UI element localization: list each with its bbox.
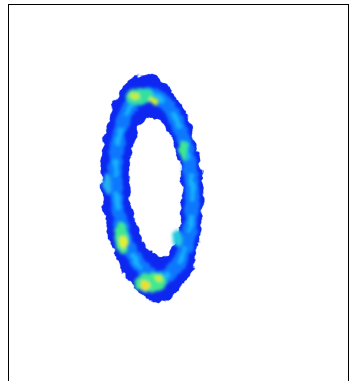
frame xyxy=(8,4,349,381)
hot-spots xyxy=(103,87,189,293)
ring-heatmap xyxy=(101,74,203,302)
